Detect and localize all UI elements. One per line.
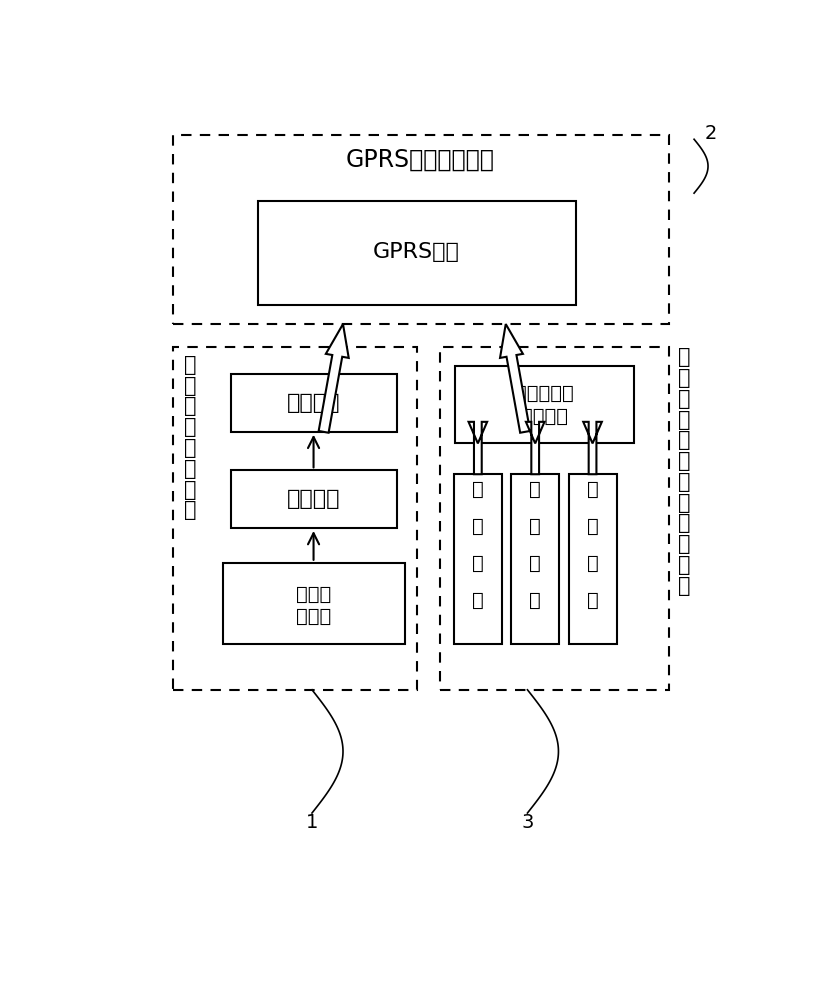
Text: 显: 显 <box>529 480 541 499</box>
Text: 1: 1 <box>306 813 318 832</box>
Text: 口: 口 <box>678 410 690 430</box>
Text: 终: 终 <box>529 554 541 573</box>
Text: 享: 享 <box>678 493 690 513</box>
Text: 终端采: 终端采 <box>296 585 331 604</box>
Text: 网: 网 <box>184 438 196 458</box>
Polygon shape <box>584 422 602 474</box>
Text: 络: 络 <box>184 459 196 479</box>
Bar <box>511 474 559 644</box>
Text: 协调节点: 协调节点 <box>287 393 340 413</box>
Text: 示: 示 <box>529 517 541 536</box>
Text: 显: 显 <box>472 480 483 499</box>
Text: 端: 端 <box>587 591 598 610</box>
Text: 单: 单 <box>678 555 690 575</box>
Text: 据: 据 <box>184 376 196 396</box>
Text: GPRS网络传输单元: GPRS网络传输单元 <box>346 148 495 172</box>
Text: 元: 元 <box>678 576 690 596</box>
Text: 示: 示 <box>472 517 483 536</box>
Text: 分: 分 <box>678 472 690 492</box>
Bar <box>231 470 397 528</box>
Text: 集节点: 集节点 <box>296 607 331 626</box>
Polygon shape <box>500 324 530 433</box>
Text: 数: 数 <box>184 355 196 375</box>
Text: 控制中心: 控制中心 <box>521 407 568 426</box>
Bar <box>440 347 668 690</box>
Bar <box>173 135 668 324</box>
Text: 集: 集 <box>184 417 196 437</box>
Text: 单: 单 <box>184 480 196 500</box>
Text: 终: 终 <box>472 554 483 573</box>
Text: 络: 络 <box>678 534 690 554</box>
Text: 示: 示 <box>587 517 598 536</box>
Text: 采: 采 <box>184 396 196 416</box>
Bar <box>455 366 634 443</box>
Bar <box>173 347 417 690</box>
Bar <box>569 474 616 644</box>
Text: 数: 数 <box>678 430 690 450</box>
Text: 路由节点: 路由节点 <box>287 489 340 509</box>
Text: 无: 无 <box>678 347 690 367</box>
Text: GPRS模块: GPRS模块 <box>373 242 460 262</box>
Bar <box>223 563 405 644</box>
Bar <box>231 374 397 432</box>
Text: 终: 终 <box>587 554 598 573</box>
Text: 端: 端 <box>472 591 483 610</box>
Text: 端: 端 <box>529 591 541 610</box>
Text: 元: 元 <box>184 500 196 520</box>
Text: 显: 显 <box>587 480 598 499</box>
Text: 线: 线 <box>678 368 690 388</box>
Text: 2: 2 <box>705 124 718 143</box>
Text: 数据检测、: 数据检测、 <box>515 384 574 403</box>
Polygon shape <box>526 422 544 474</box>
Text: 据: 据 <box>678 451 690 471</box>
Text: 网: 网 <box>678 513 690 533</box>
Bar <box>454 474 502 644</box>
Polygon shape <box>319 324 349 433</box>
Text: 3: 3 <box>521 813 533 832</box>
Text: 串: 串 <box>678 389 690 409</box>
Bar <box>258 201 575 305</box>
Polygon shape <box>469 422 487 474</box>
